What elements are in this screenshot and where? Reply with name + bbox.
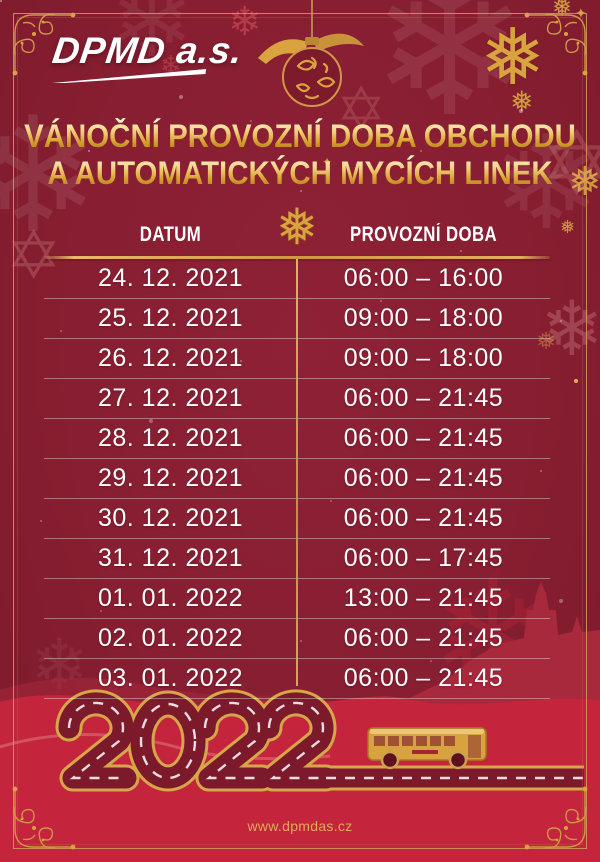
table-row: 29. 12. 2021 06:00 – 21:45 — [44, 459, 550, 499]
corner-ornament-icon — [12, 12, 76, 76]
hours-cell: 13:00 – 21:45 — [343, 584, 504, 612]
date-cell: 25. 12. 2021 — [97, 304, 243, 332]
date-cell: 30. 12. 2021 — [97, 504, 243, 532]
dpmd-logo: DPMD a.s. — [48, 30, 246, 83]
date-cell: 26. 12. 2021 — [97, 344, 243, 372]
table-rows: 24. 12. 2021 06:00 – 16:00 25. 12. 2021 09:… — [44, 259, 550, 699]
hours-cell: 06:00 – 17:45 — [343, 544, 504, 572]
table-row: 24. 12. 2021 06:00 – 16:00 — [44, 259, 550, 299]
date-cell: 02. 01. 2022 — [97, 624, 243, 652]
hours-cell: 06:00 – 21:45 — [343, 664, 504, 692]
logo-swoosh — [52, 69, 207, 83]
title-line-1: VÁNOČNÍ PROVOZNÍ DOBA OBCHODU — [24, 118, 576, 154]
hours-cell: 06:00 – 21:45 — [343, 624, 504, 652]
snowflake-icon: ❅ — [276, 199, 318, 255]
column-divider-line — [296, 259, 298, 686]
hours-cell: 06:00 – 21:45 — [343, 504, 504, 532]
website-url[interactable]: www.dpmdas.cz — [247, 818, 353, 834]
table-row: 03. 01. 2022 06:00 – 21:45 — [44, 659, 550, 699]
date-cell: 28. 12. 2021 — [97, 424, 243, 452]
table-header: DATUM PROVOZNÍ DOBA — [44, 214, 550, 256]
table-row: 26. 12. 2021 09:00 – 18:00 — [44, 339, 550, 379]
hours-cell: 09:00 – 18:00 — [343, 344, 504, 372]
christmas-bauble-icon — [258, 0, 364, 107]
date-cell: 31. 12. 2021 — [97, 544, 243, 572]
corner-ornament-icon — [524, 786, 588, 850]
hours-cell: 06:00 – 21:45 — [343, 384, 504, 412]
date-cell: 24. 12. 2021 — [97, 264, 243, 292]
snow-dots — [0, 0, 2, 2]
table-row: 31. 12. 2021 06:00 – 17:45 — [44, 539, 550, 579]
column-header-datum: DATUM — [139, 223, 202, 246]
table-row: 28. 12. 2021 06:00 – 21:45 — [44, 419, 550, 459]
hours-cell: 09:00 – 18:00 — [343, 304, 504, 332]
corner-ornament-icon — [524, 12, 588, 76]
table-row: 30. 12. 2021 06:00 – 21:45 — [44, 499, 550, 539]
date-cell: 01. 01. 2022 — [97, 584, 243, 612]
table-row: 02. 01. 2022 06:00 – 21:45 — [44, 619, 550, 659]
table-row: 27. 12. 2021 06:00 – 21:45 — [44, 379, 550, 419]
date-cell: 29. 12. 2021 — [97, 464, 243, 492]
corner-ornament-icon — [12, 786, 76, 850]
table-row: 25. 12. 2021 09:00 – 18:00 — [44, 299, 550, 339]
title-line-2: A AUTOMATICKÝCH MYCÍCH LINEK — [24, 155, 576, 192]
year-2022-road-art — [55, 689, 584, 792]
table-row: 01. 01. 2022 13:00 – 21:45 — [44, 579, 550, 619]
header-divider-line — [44, 256, 550, 259]
date-cell: 27. 12. 2021 — [97, 384, 243, 412]
column-header-provozni-doba: PROVOZNÍ DOBA — [349, 223, 498, 246]
page-title: VÁNOČNÍ PROVOZNÍ DOBA OBCHODU A AUTOMATI… — [0, 118, 600, 192]
hours-cell: 06:00 – 21:45 — [343, 464, 504, 492]
schedule-table: DATUM PROVOZNÍ DOBA 24. 12. 2021 06:00 – … — [44, 202, 550, 699]
bus-icon — [367, 727, 487, 770]
hours-cell: 06:00 – 21:45 — [343, 424, 504, 452]
snowflake-icon: ❅ — [510, 86, 534, 117]
hours-cell: 06:00 – 16:00 — [343, 264, 504, 292]
date-cell: 03. 01. 2022 — [97, 664, 243, 692]
snowflake-icon: ❅ — [560, 217, 576, 237]
